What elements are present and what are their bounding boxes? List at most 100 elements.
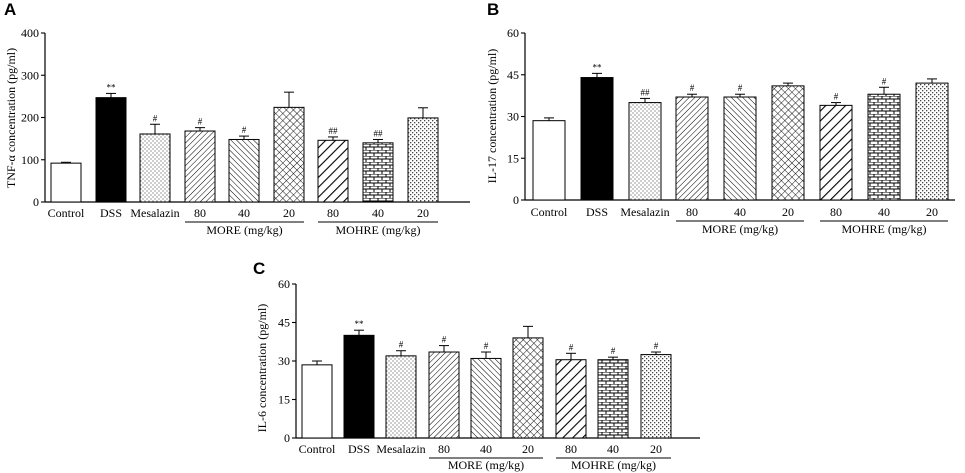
panel-c-ytick-label: 60 (278, 277, 290, 291)
panel-c-bar (385, 355, 417, 439)
panel-a-bar (407, 117, 439, 203)
panel-a-ytick-label: 0 (33, 195, 39, 209)
panel-c-category-label: DSS (348, 442, 370, 456)
panel-c-significance: # (569, 342, 574, 352)
panel-c-category-label: 80 (565, 442, 577, 456)
panel-c-category-label: 80 (438, 442, 450, 456)
panel-a-bar (139, 133, 171, 203)
panel-a-bar (50, 162, 82, 203)
panel-a-significance: ** (107, 82, 117, 92)
panel-a-ytick-label: 300 (21, 68, 39, 82)
panel-b-category-label: DSS (586, 205, 608, 219)
panel-c-letter: C (253, 259, 265, 278)
panel-b-ytick-label: 45 (507, 68, 519, 82)
panel-b-bar (532, 120, 566, 201)
panel-b-bar (915, 82, 949, 201)
panel-a-bar (362, 142, 394, 203)
panel-a-category-label: 80 (327, 206, 339, 220)
panel-b-ytick-label: 15 (507, 151, 519, 165)
panel-c-bar (470, 357, 502, 439)
panel-c-category-label: 20 (522, 442, 534, 456)
panel-a-category-label: Mesalazin (130, 206, 179, 220)
panel-b-significance: # (690, 83, 695, 93)
panel-b-significance: # (738, 83, 743, 93)
panel-a-ytick-label: 200 (21, 111, 39, 125)
panel-b-bar (867, 93, 901, 201)
panel-c-group-label: MOHRE (mg/kg) (571, 458, 656, 472)
panel-b-category-label: 20 (926, 205, 938, 219)
panel-b-significance: ** (593, 62, 603, 72)
panel-b-category-label: 80 (686, 205, 698, 219)
panel-b-significance: # (882, 76, 887, 86)
panel-b-significance: # (834, 92, 839, 102)
panel-b-bar (723, 96, 757, 201)
panel-a-ytick-label: 100 (21, 153, 39, 167)
panel-b-bar (628, 102, 662, 201)
panel-c: C IL-6 concentration (pg/ml) 0 15 30 45 60 Co… (253, 259, 700, 472)
panel-b-category-label: 40 (734, 205, 746, 219)
panel-c-bar (343, 334, 375, 439)
panel-a-category-label: 80 (194, 206, 206, 220)
panel-b-group-label: MORE (mg/kg) (702, 222, 778, 236)
panel-b-ylabel: IL-17 concentration (pg/ml) (485, 49, 499, 184)
panel-a-category-label: 40 (372, 206, 384, 220)
panel-c-category-label: Mesalazin (376, 442, 425, 456)
panel-b-category-label: 40 (878, 205, 890, 219)
panel-a-category-label: Control (48, 206, 85, 220)
panel-c-significance: # (399, 340, 404, 350)
panel-c-bar (512, 337, 544, 439)
panel-a-bar (228, 138, 260, 203)
panel-c-significance: ** (355, 319, 365, 329)
panel-a-group-label: MOHRE (mg/kg) (336, 223, 421, 237)
panel-a-significance: # (153, 113, 158, 123)
panel-c-significance: # (611, 346, 616, 356)
panel-c-significance: # (484, 341, 489, 351)
panel-a-category-label: 20 (283, 206, 295, 220)
panel-b-category-label: Control (531, 205, 568, 219)
panel-b-bar (819, 104, 853, 201)
panel-a: A TNF-α concentration (pg/ml) 0 100 200 300… (4, 0, 470, 237)
panel-b-significance: ## (641, 87, 651, 97)
panel-c-significance: # (442, 335, 447, 345)
panel-c-significance: # (654, 341, 659, 351)
panel-c-category-label: Control (299, 442, 336, 456)
panel-a-significance: ## (329, 126, 339, 136)
panel-c-category-label: 40 (480, 442, 492, 456)
panel-a-group-label: MORE (mg/kg) (206, 223, 282, 237)
panel-c-bar (301, 364, 333, 439)
panel-c-group-label: MORE (mg/kg) (448, 458, 524, 472)
panel-b-category-label: 80 (830, 205, 842, 219)
panel-a-significance: # (242, 125, 247, 135)
panel-b-bar (771, 85, 805, 201)
panel-c-ylabel: IL-6 concentration (pg/ml) (255, 304, 269, 433)
panel-b-group-label: MOHRE (mg/kg) (842, 222, 927, 236)
panel-b-category-label: 20 (782, 205, 794, 219)
panel-a-significance: # (198, 117, 203, 127)
panel-c-bar (555, 359, 587, 439)
panel-a-bar (317, 139, 349, 203)
panel-c-ytick-label: 15 (278, 393, 290, 407)
panel-b-bar (580, 77, 614, 201)
panel-c-category-label: 40 (607, 442, 619, 456)
panel-a-significance: ## (374, 128, 384, 138)
panel-a-category-label: DSS (100, 206, 122, 220)
panel-c-ytick-label: 45 (278, 316, 290, 330)
panel-a-bar (95, 97, 127, 203)
panel-b-ytick-label: 60 (507, 26, 519, 40)
panel-c-ytick-label: 0 (284, 431, 290, 445)
panel-a-ytick-label: 400 (21, 26, 39, 40)
panel-c-category-label: 20 (650, 442, 662, 456)
panel-a-bar (273, 106, 305, 203)
panel-a-category-label: 20 (417, 206, 429, 220)
panel-c-ytick-label: 30 (278, 354, 290, 368)
panel-a-bar (184, 130, 216, 203)
panel-a-letter: A (4, 0, 16, 19)
panel-c-bar (597, 359, 629, 439)
panel-a-category-label: 40 (238, 206, 250, 220)
panel-b: B IL-17 concentration (pg/ml) 0 15 30 45 60 C… (485, 0, 955, 236)
panel-a-ylabel: TNF-α concentration (pg/ml) (4, 48, 18, 188)
panel-b-ytick-label: 0 (513, 193, 519, 207)
panel-b-ytick-label: 30 (507, 110, 519, 124)
panel-b-letter: B (487, 0, 499, 19)
